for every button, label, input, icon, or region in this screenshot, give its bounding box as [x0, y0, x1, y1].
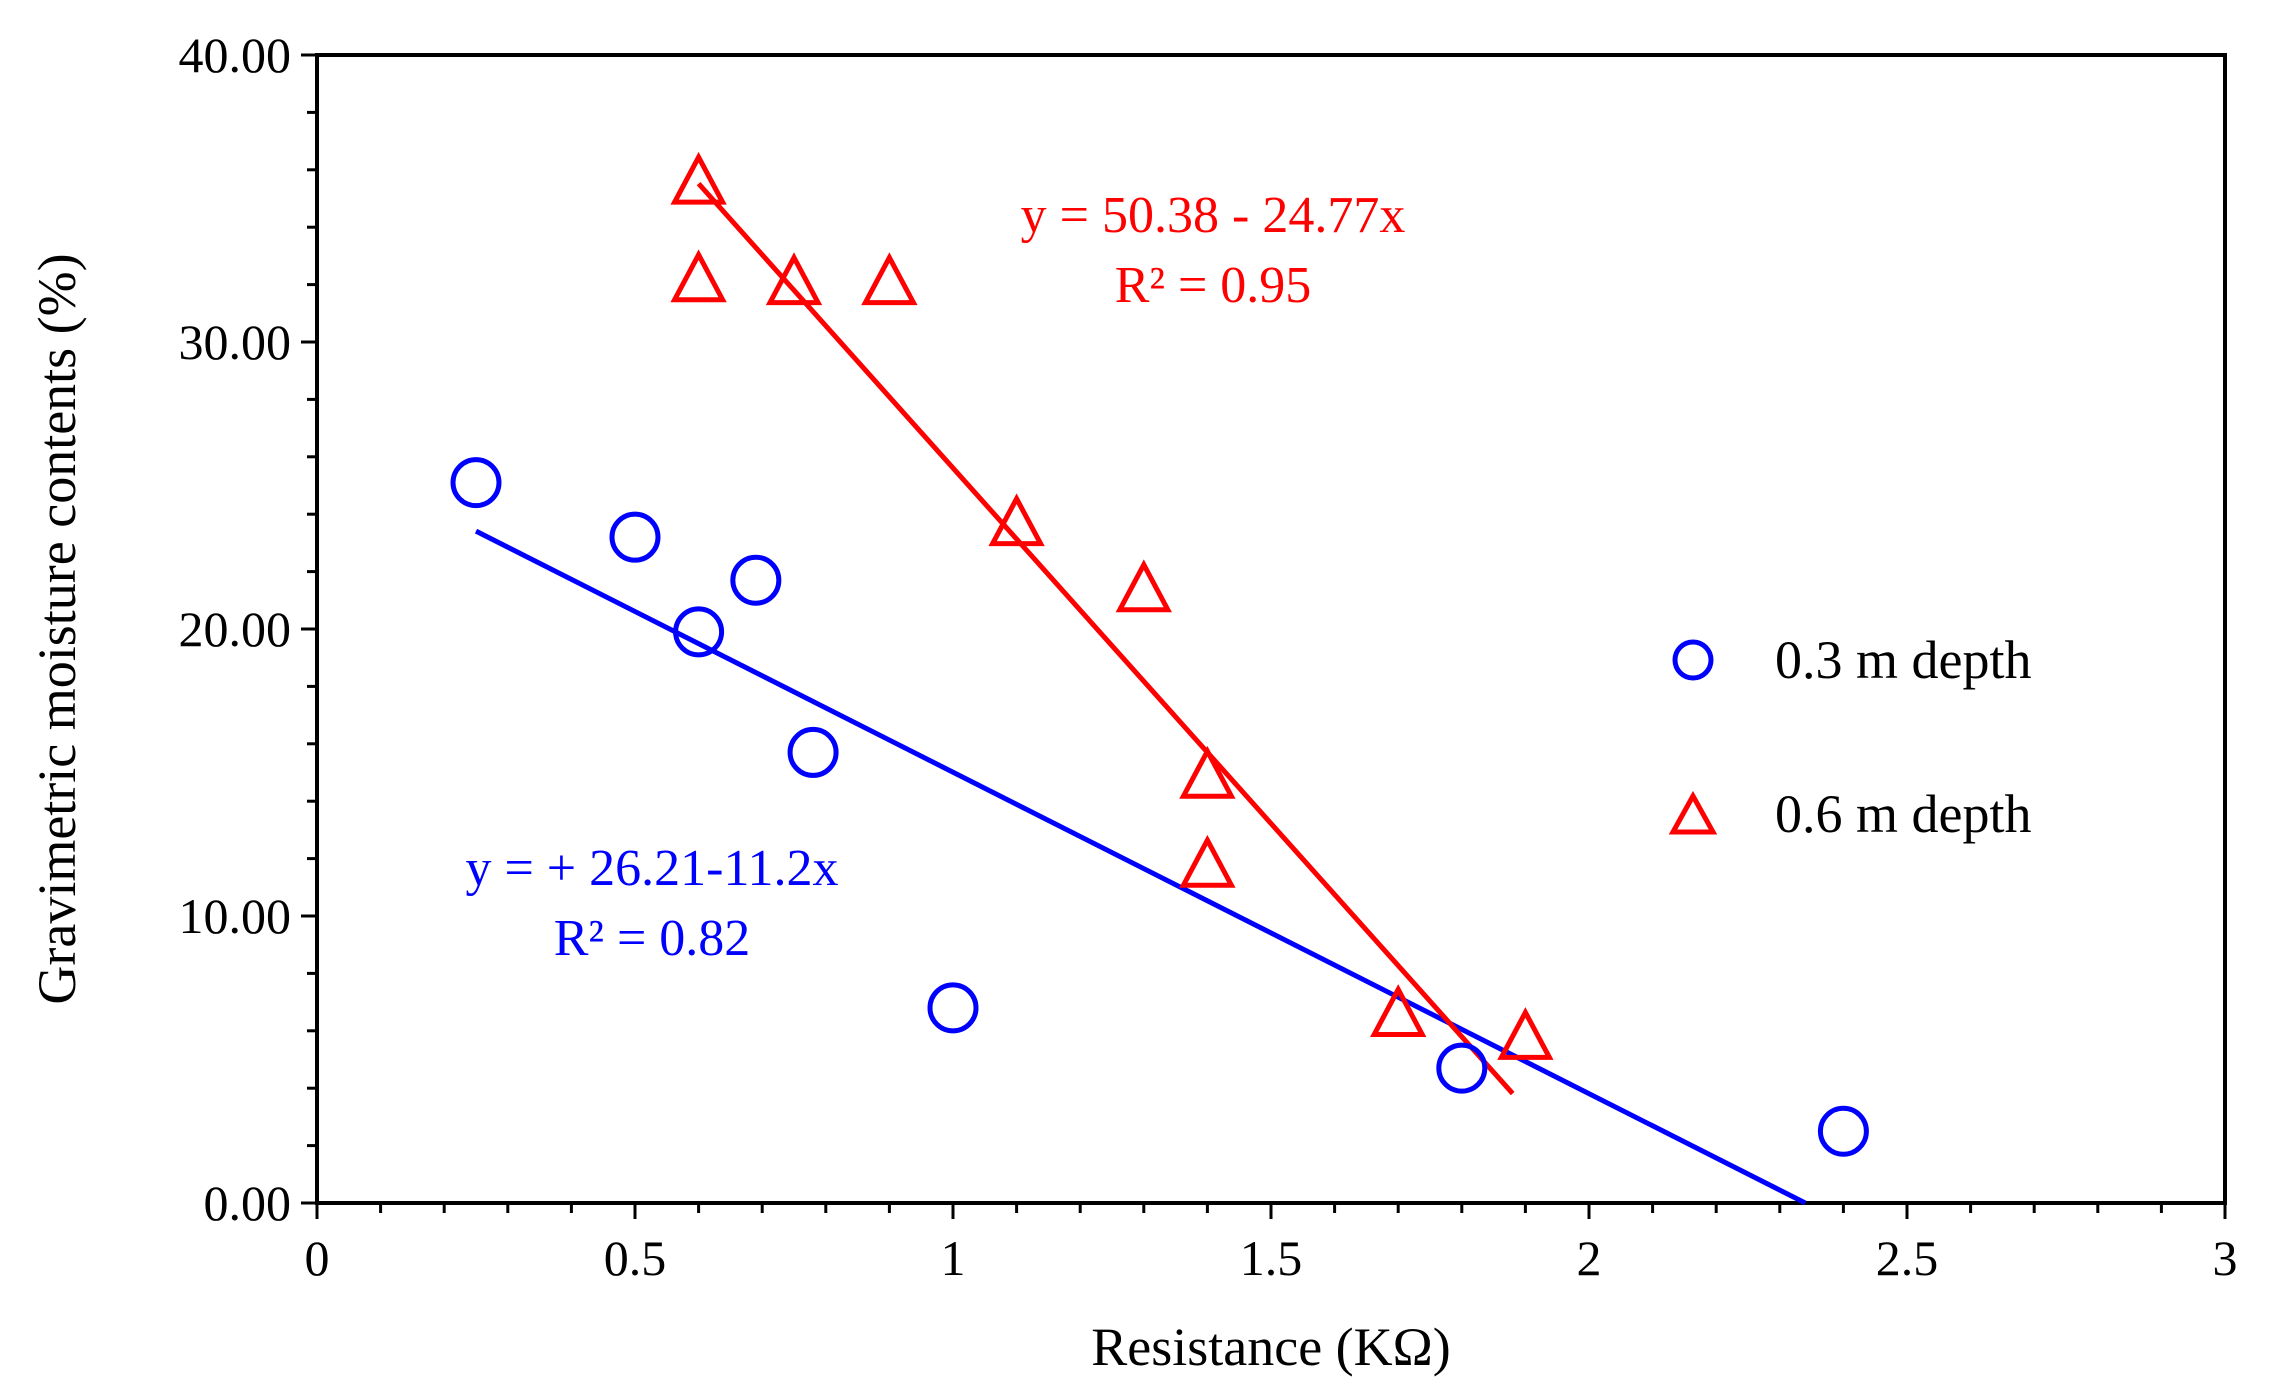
- x-tick-label: 1: [941, 1230, 966, 1286]
- y-tick-label: 10.00: [179, 888, 292, 944]
- legend-triangle-icon: [1668, 790, 1718, 835]
- y-tick-label: 20.00: [179, 601, 292, 657]
- circle-data-point: [1436, 1042, 1488, 1094]
- triangle-data-point: [765, 252, 823, 306]
- triangle-data-point: [1179, 745, 1236, 799]
- x-tick-label: 1.5: [1240, 1230, 1303, 1286]
- blue-trend-r2: R² = 0.82: [554, 910, 751, 967]
- x-tick-label: 2: [1577, 1230, 1602, 1286]
- triangle-data-point: [1179, 834, 1236, 888]
- data-markers: [450, 151, 1869, 1157]
- circle-data-point: [730, 554, 782, 606]
- legend-label-0-6m: 0.6 m depth: [1775, 784, 2031, 844]
- circle-data-point: [673, 606, 725, 658]
- triangle-data-point: [1115, 559, 1172, 613]
- triangle-data-point: [670, 151, 727, 205]
- circle-data-point: [609, 511, 661, 563]
- legend-label-0-3m: 0.3 m depth: [1775, 630, 2031, 690]
- triangle-data-point: [670, 249, 727, 303]
- red-trend-r2: R² = 0.95: [1115, 257, 1312, 314]
- triangle-data-point: [1370, 984, 1427, 1037]
- x-axis-label: Resistance (KΩ): [1091, 1317, 1451, 1377]
- x-tick-label: 0: [305, 1230, 330, 1286]
- blue-trendline: [474, 528, 1807, 1206]
- legend-circle-icon: [1672, 639, 1714, 681]
- y-axis-label: Gravimetric moisture contents (%): [27, 253, 87, 1004]
- x-tick-label: 3: [2213, 1230, 2238, 1286]
- y-tick-label: 40.00: [179, 27, 292, 83]
- red-trendline: [696, 181, 1515, 1096]
- blue-trend-equation: y = + 26.21-11.2x: [465, 840, 838, 897]
- circle-data-point: [927, 982, 979, 1034]
- triangle-data-point: [988, 493, 1045, 547]
- y-tick-label: 30.00: [179, 314, 292, 370]
- legend: 0.3 m depth 0.6 m depth: [1668, 630, 2031, 844]
- x-tick-label: 2.5: [1876, 1230, 1939, 1286]
- x-tick-label: 0.5: [604, 1230, 667, 1286]
- trendlines: [474, 181, 1807, 1206]
- circle-data-point: [450, 457, 502, 509]
- triangle-data-point: [1497, 1007, 1554, 1060]
- triangle-data-point: [861, 252, 918, 306]
- y-tick-label: 0.00: [204, 1175, 292, 1231]
- red-trend-equation: y = 50.38 - 24.77x: [1021, 187, 1406, 244]
- circle-data-point: [787, 726, 839, 778]
- circle-data-point: [1817, 1105, 1869, 1157]
